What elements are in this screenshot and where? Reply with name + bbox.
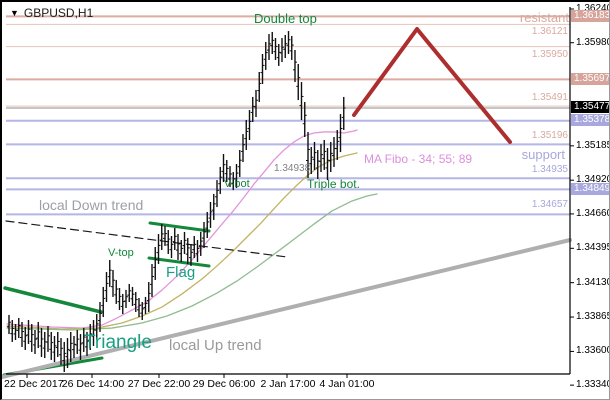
price-level-badge: 1.36183 (571, 9, 609, 22)
annotation-double-top[interactable]: Double top (254, 11, 317, 26)
annotation-flag[interactable]: Flag (166, 264, 196, 281)
ma-line-ma-34 (6, 129, 358, 329)
price-level-badge: 1.35378 (571, 114, 609, 127)
price-level-badge: 1.34849 (571, 182, 609, 195)
price-tick-label: 1.35185 (576, 139, 610, 151)
symbol-title-bar: ▼ GBPUSD,H1 (10, 7, 93, 19)
price-tick-label: 1.34395 (576, 242, 610, 254)
flag-upper-line[interactable] (148, 221, 211, 233)
date-tick-label: 27 Dec 22:00 (127, 378, 191, 390)
ma-line-ma-89 (6, 193, 378, 331)
price-tick-label: 1.34920 (576, 174, 610, 186)
price-tick-label: 1.36240 (576, 3, 610, 14)
price-tick-label: 1.34130 (576, 276, 610, 288)
price-level-badge: 1.35697 (571, 72, 609, 85)
current-price-badge: 1.35477 (571, 101, 609, 114)
local-up-trendline[interactable] (2, 238, 572, 379)
chevron-down-icon[interactable]: ▼ (10, 8, 19, 18)
date-tick-label: 26 Dec 14:00 (61, 378, 125, 390)
price-tick-label: 1.34660 (576, 207, 610, 219)
level-price-label: 1.36121 (531, 26, 568, 38)
level-price-label: 1.35491 (531, 92, 568, 104)
price-tick-label: 1.35980 (576, 36, 610, 48)
annotation-v-top[interactable]: V-top (108, 247, 134, 259)
level-price-label: 1.35196 (531, 130, 568, 142)
annotation-triple-bot[interactable]: Triple bot. (307, 177, 360, 191)
price-tick-label: 1.33865 (576, 311, 610, 323)
annotation-local-down-trend[interactable]: local Down trend (39, 197, 144, 213)
annotation-v-bot[interactable]: V-bot (224, 178, 250, 190)
level-price-label: 1.34657 (531, 199, 568, 211)
local-down-trendline[interactable] (5, 220, 288, 258)
annotation-1-34938[interactable]: 1.34938 (274, 163, 311, 174)
level-price-label: 1.35950 (531, 48, 568, 60)
triangle-upper-line[interactable] (3, 286, 103, 314)
annotation-support[interactable]: support (521, 147, 565, 162)
price-tick-label: 1.33340 (576, 379, 610, 391)
annotation-triangle[interactable]: Triangle (84, 332, 152, 353)
symbol-timeframe-label: GBPUSD,H1 (23, 6, 94, 20)
date-tick-label: 22 Dec 2017 (4, 378, 64, 390)
projection-path[interactable] (352, 27, 512, 144)
annotation-ma-fibo-34-55-89[interactable]: MA Fibo - 34; 55; 89 (364, 152, 473, 166)
annotation-resistant[interactable]: resistant (519, 10, 569, 25)
level-price-label: 1.34935 (531, 164, 568, 176)
date-tick-label: 2 Jan 17:00 (260, 378, 316, 390)
price-tick-label: 1.33600 (576, 345, 610, 357)
date-tick-label: 4 Jan 01:00 (319, 378, 375, 390)
date-tick-label: 29 Dec 06:00 (192, 378, 256, 390)
annotation-local-up-trend[interactable]: local Up trend (169, 337, 262, 354)
